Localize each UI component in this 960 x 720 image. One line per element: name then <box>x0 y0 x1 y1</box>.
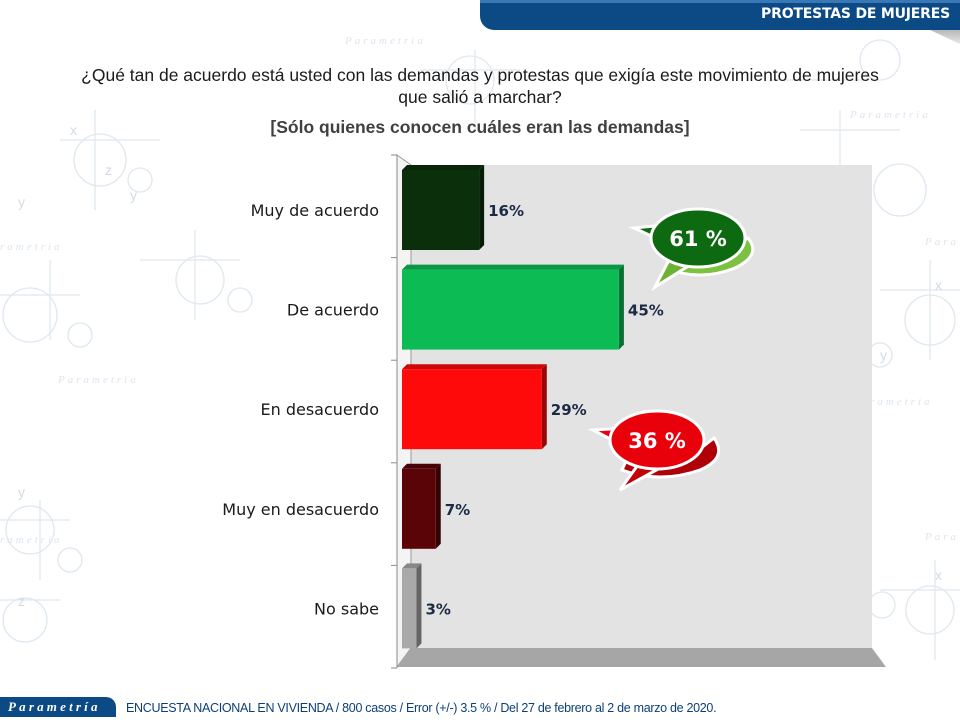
svg-text:y: y <box>880 347 887 363</box>
svg-text:Parametria: Parametria <box>344 35 426 47</box>
svg-text:y: y <box>18 484 25 500</box>
svg-text:rametria: rametria <box>870 396 933 408</box>
value-label: 16% <box>488 202 524 220</box>
svg-text:y: y <box>130 187 137 203</box>
bubble-agree-label: 61 % <box>669 227 727 251</box>
bar-muy-de-acuerdo <box>402 170 480 250</box>
question-subtitle: [Sólo quienes conocen cuáles eran las de… <box>270 117 690 137</box>
svg-text:z: z <box>18 593 25 609</box>
svg-text:x: x <box>70 122 77 138</box>
logo-text: Parametría <box>8 699 101 714</box>
category-label: De acuerdo <box>287 301 379 320</box>
category-label: En desacuerdo <box>261 400 380 419</box>
bars-group <box>402 165 624 649</box>
svg-text:rametria: rametria <box>0 241 63 253</box>
bar-top <box>402 264 624 270</box>
bar-top <box>402 463 441 469</box>
bubble-disagree-body <box>608 409 706 471</box>
category-label: Muy de acuerdo <box>251 201 379 220</box>
bubble-agree-body <box>649 207 747 269</box>
footer-note: ENCUESTA NACIONAL EN VIVIENDA / 800 caso… <box>126 701 717 715</box>
svg-text:y: y <box>18 194 25 210</box>
value-label: 29% <box>551 401 587 419</box>
header-bar: PROTESTAS DE MUJERES <box>480 0 960 30</box>
bar-muy-en-desacuerdo <box>402 468 436 549</box>
value-label: 3% <box>425 600 450 618</box>
bar-de-acuerdo <box>402 269 619 350</box>
header-title: PROTESTAS DE MUJERES <box>761 6 950 22</box>
bar-top <box>402 165 485 170</box>
bar-en-desacuerdo <box>402 369 542 450</box>
svg-text:x: x <box>935 567 942 583</box>
category-labels: Muy de acuerdo De acuerdo En desacuerdo Muy… <box>222 201 379 618</box>
question-line-2: que salió a marchar? <box>398 87 562 107</box>
svg-text:Parametria: Parametria <box>57 374 139 386</box>
bar-side <box>618 264 624 350</box>
value-label: 7% <box>445 501 470 519</box>
svg-text:z: z <box>105 162 112 178</box>
svg-text:x: x <box>935 277 942 293</box>
question-line-1: ¿Qué tan de acuerdo está usted con las d… <box>81 65 879 85</box>
svg-text:Parametria: Parametria <box>849 109 931 121</box>
svg-text:Para: Para <box>924 236 959 248</box>
value-label: 45% <box>628 302 664 320</box>
chart-floor <box>397 648 886 667</box>
value-labels: 16% 45% 29% 7% 3% <box>425 202 663 618</box>
category-label: Muy en desacuerdo <box>222 500 379 519</box>
callout-bubble-agree: 61 % <box>628 207 755 292</box>
bar-side <box>435 463 441 549</box>
question-text: ¿Qué tan de acuerdo está usted con las d… <box>20 64 940 108</box>
category-label: No sabe <box>314 599 379 618</box>
bar-no-sabe <box>402 568 417 649</box>
bar-top <box>402 364 547 370</box>
svg-text:rametria: rametria <box>0 534 63 546</box>
bar-top <box>402 563 422 569</box>
callout-bubble-disagree: 36 % <box>587 409 721 492</box>
bar-side <box>541 364 547 450</box>
bar-side <box>416 563 422 649</box>
axis-ticks <box>391 154 397 669</box>
bar-side <box>479 165 485 250</box>
svg-text:Para: Para <box>924 531 959 543</box>
parametria-logo: Parametría <box>0 697 116 717</box>
bubble-disagree-label: 36 % <box>628 429 686 453</box>
